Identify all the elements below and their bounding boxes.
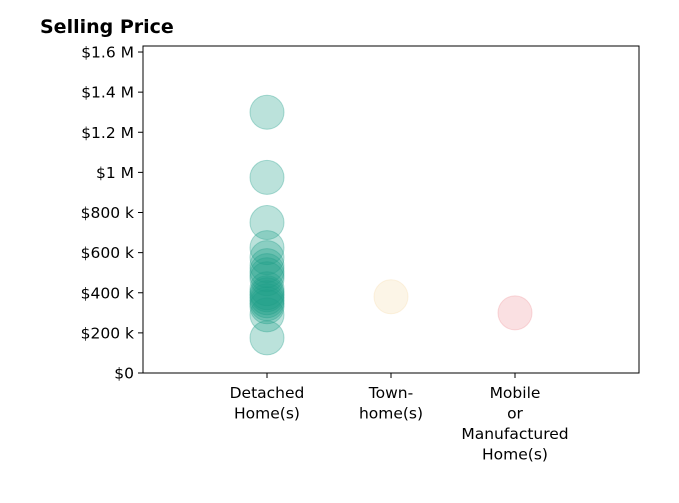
y-tick-label: $1.2 M (81, 124, 134, 142)
x-tick-label-line: home(s) (359, 405, 423, 423)
data-point[interactable] (497, 295, 533, 331)
data-point[interactable] (249, 271, 285, 307)
data-points (249, 94, 533, 356)
x-tick-label: Town-home(s) (359, 384, 423, 423)
data-point[interactable] (249, 297, 285, 333)
data-point[interactable] (249, 280, 285, 316)
data-point[interactable] (249, 159, 285, 195)
data-point[interactable] (249, 320, 285, 356)
data-point[interactable] (249, 283, 285, 319)
data-point[interactable] (249, 275, 285, 311)
y-tick-label: $800 k (81, 204, 134, 222)
data-point[interactable] (249, 257, 285, 293)
y-tick-label: $600 k (81, 244, 134, 262)
x-axis: Detached Home(s) Town-home(s) Mobile or Manuf… (230, 373, 569, 464)
x-tick-label-line: or (507, 405, 523, 423)
plot-area-frame (142, 45, 640, 374)
x-tick-label-line: Detached (230, 384, 305, 402)
x-tick-label: Detached Home(s) (230, 384, 305, 423)
y-tick-label: $200 k (81, 324, 134, 342)
data-point[interactable] (249, 253, 285, 289)
data-point[interactable] (249, 261, 285, 297)
y-tick-label: $0 (114, 365, 134, 383)
data-point[interactable] (249, 205, 285, 241)
data-point[interactable] (249, 277, 285, 313)
chart-title: Selling Price (40, 16, 174, 38)
data-point[interactable] (373, 279, 409, 315)
x-tick-label-line: Home(s) (482, 446, 548, 464)
data-point[interactable] (249, 248, 285, 284)
y-tick-label: $1.6 M (81, 44, 134, 62)
x-tick-label-line: Manufactured (461, 425, 568, 443)
x-tick-label: Mobile or Manufactured Home(s) (461, 384, 568, 464)
y-axis: $0 $200 k $400 k $600 k $800 k $1 M $1.2 M $1.4… (81, 44, 143, 383)
data-point[interactable] (249, 240, 285, 276)
data-point[interactable] (249, 289, 285, 325)
x-tick-label-line: Town- (368, 384, 413, 402)
data-point[interactable] (249, 230, 285, 266)
x-tick-label-line: Home(s) (234, 405, 300, 423)
y-tick-label: $400 k (81, 284, 134, 302)
y-tick-label: $1.4 M (81, 84, 134, 102)
y-tick-label: $1 M (96, 164, 134, 182)
data-point[interactable] (249, 94, 285, 130)
x-tick-label-line: Mobile (490, 384, 541, 402)
data-point[interactable] (249, 286, 285, 322)
